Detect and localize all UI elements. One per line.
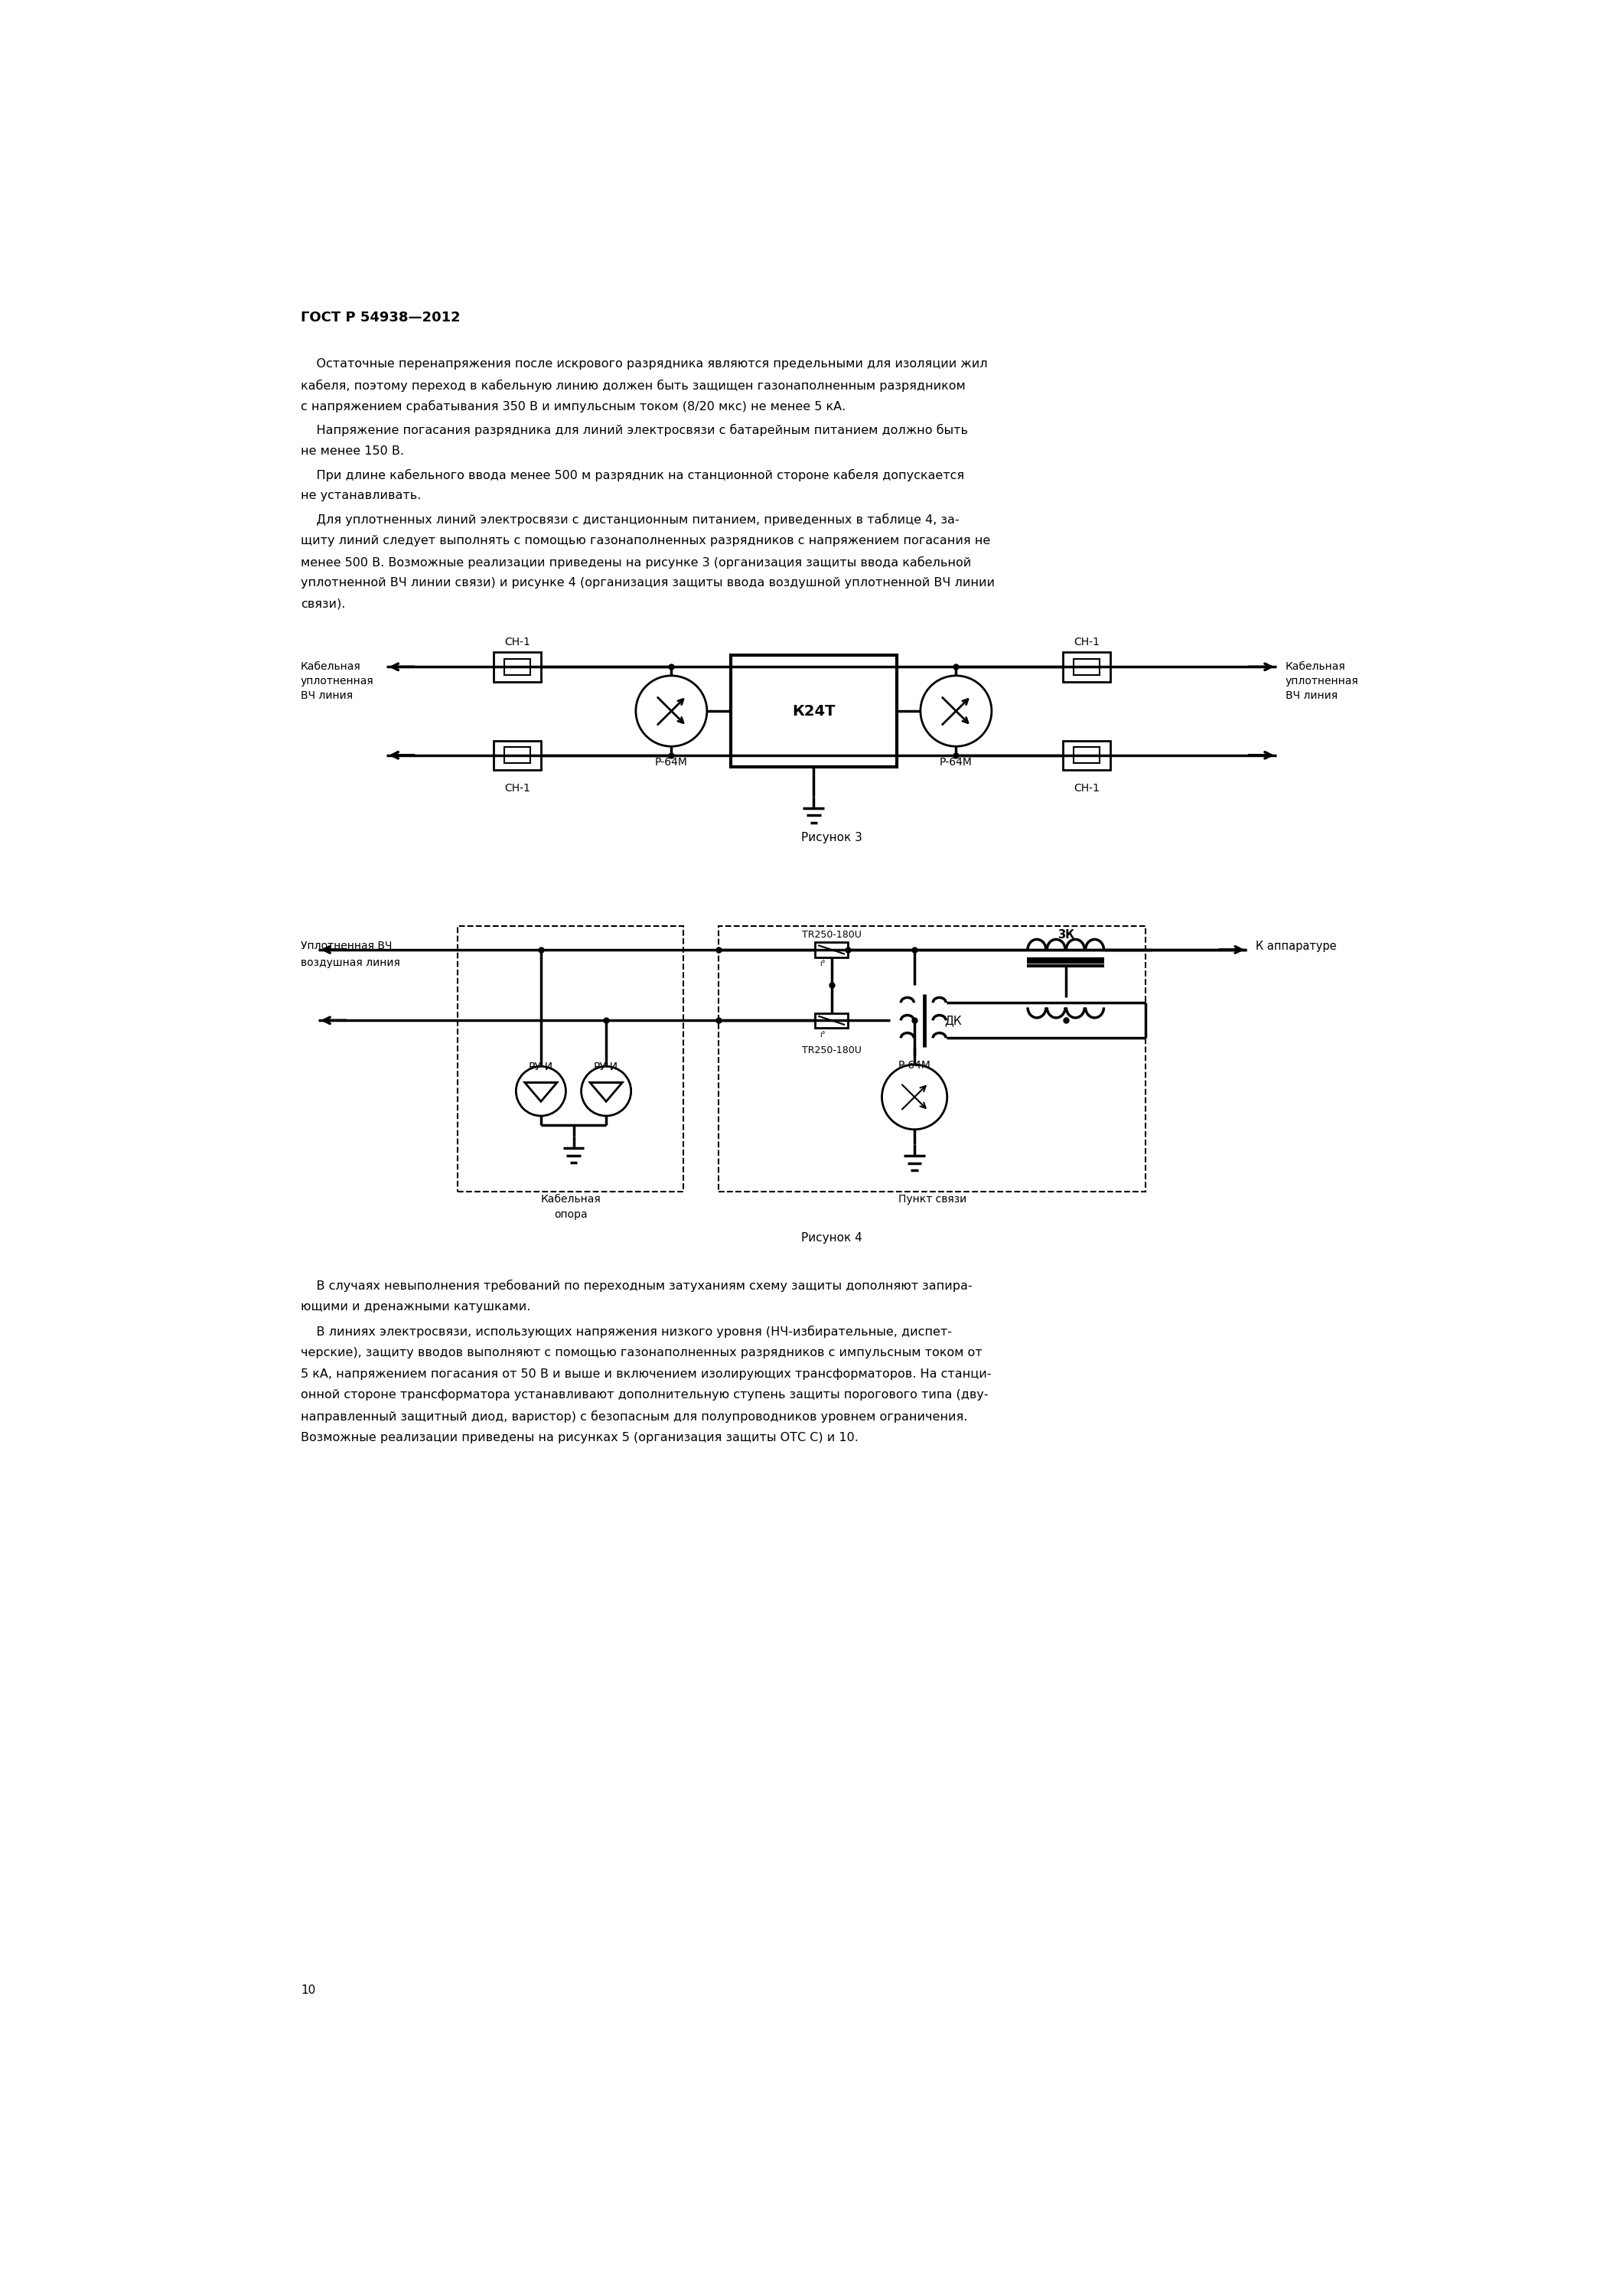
Bar — [815, 941, 847, 957]
Text: Р-64М: Р-64М — [940, 758, 972, 767]
Text: К аппаратуре: К аппаратуре — [1256, 941, 1336, 953]
Text: черские), защиту вводов выполняют с помощью газонаполненных разрядников с импуль: черские), защиту вводов выполняют с помо… — [300, 1348, 982, 1359]
Text: Напряжение погасания разрядника для линий электросвязи с батарейным питанием дол: Напряжение погасания разрядника для лини… — [300, 425, 967, 436]
Text: Кабельная: Кабельная — [540, 1194, 601, 1205]
Text: не менее 150 В.: не менее 150 В. — [300, 445, 404, 457]
Text: В линиях электросвязи, использующих напряжения низкого уровня (НЧ-избирательные,: В линиях электросвязи, использующих напр… — [300, 1325, 953, 1339]
Text: СН-1: СН-1 — [505, 783, 531, 794]
Text: уплотненная: уплотненная — [300, 675, 373, 687]
Text: Рисунок 4: Рисунок 4 — [802, 1233, 862, 1244]
Text: РУ-И: РУ-И — [594, 1061, 618, 1072]
Text: ı°: ı° — [820, 960, 826, 967]
Text: связи).: связи). — [300, 599, 346, 611]
Text: уплотненной ВЧ линии связи) и рисунке 4 (организация защиты ввода воздушной упло: уплотненной ВЧ линии связи) и рисунке 4 … — [300, 576, 995, 588]
Text: В случаях невыполнения требований по переходным затуханиям схему защиты дополняю: В случаях невыполнения требований по пер… — [300, 1279, 972, 1293]
Bar — [730, 654, 898, 767]
Text: онной стороне трансформатора устанавливают дополнительную ступень защиты порогов: онной стороне трансформатора устанавлива… — [300, 1389, 988, 1401]
Text: ВЧ линия: ВЧ линия — [300, 691, 352, 700]
Text: ДК: ДК — [945, 1015, 961, 1026]
Bar — [505, 746, 531, 762]
Text: Остаточные перенапряжения после искрового разрядника являются предельными для из: Остаточные перенапряжения после искровог… — [300, 358, 987, 370]
Bar — [1073, 659, 1099, 675]
Text: Р-64М: Р-64М — [898, 1061, 932, 1070]
Text: Для уплотненных линий электросвязи с дистанционным питанием, приведенных в табли: Для уплотненных линий электросвязи с дис… — [300, 514, 959, 526]
Text: TR250-180U: TR250-180U — [802, 930, 862, 939]
Bar — [1063, 742, 1110, 769]
Text: При длине кабельного ввода менее 500 м разрядник на станционной стороне кабеля д: При длине кабельного ввода менее 500 м р… — [300, 468, 964, 482]
Text: направленный защитный диод, варистор) с безопасным для полупроводников уровнем о: направленный защитный диод, варистор) с … — [300, 1410, 967, 1424]
Text: ı°: ı° — [820, 1031, 826, 1038]
Text: СН-1: СН-1 — [505, 636, 531, 647]
Bar — [458, 925, 683, 1192]
Bar — [815, 1013, 847, 1029]
Bar — [493, 742, 540, 769]
Text: Кабельная: Кабельная — [300, 661, 360, 673]
Text: ГОСТ Р 54938—2012: ГОСТ Р 54938—2012 — [300, 310, 461, 324]
Text: К24Т: К24Т — [792, 705, 836, 719]
Text: уплотненная: уплотненная — [1285, 675, 1358, 687]
Bar — [719, 925, 1146, 1192]
Text: 5 кА, напряжением погасания от 50 В и выше и включением изолирующих трансформато: 5 кА, напряжением погасания от 50 В и вы… — [300, 1368, 992, 1380]
Text: Рисунок 3: Рисунок 3 — [800, 831, 862, 843]
Text: с напряжением срабатывания 350 В и импульсным током (8/20 мкс) не менее 5 кА.: с напряжением срабатывания 350 В и импул… — [300, 400, 846, 413]
Text: воздушная линия: воздушная линия — [300, 957, 401, 969]
Text: опора: опора — [553, 1210, 588, 1219]
Bar — [505, 659, 531, 675]
Bar — [1063, 652, 1110, 682]
Text: ющими и дренажными катушками.: ющими и дренажными катушками. — [300, 1302, 531, 1313]
Text: СН-1: СН-1 — [1073, 636, 1099, 647]
Text: 3К: 3К — [1057, 930, 1074, 941]
Text: ВЧ линия: ВЧ линия — [1285, 691, 1337, 700]
Bar — [493, 652, 540, 682]
Text: TR250-180U: TR250-180U — [802, 1045, 862, 1056]
Text: кабеля, поэтому переход в кабельную линию должен быть защищен газонаполненным ра: кабеля, поэтому переход в кабельную лини… — [300, 379, 966, 393]
Text: Уплотненная ВЧ: Уплотненная ВЧ — [300, 941, 393, 951]
Text: менее 500 В. Возможные реализации приведены на рисунке 3 (организация защиты вво: менее 500 В. Возможные реализации привед… — [300, 556, 971, 569]
Text: Возможные реализации приведены на рисунках 5 (организация защиты ОТС С) и 10.: Возможные реализации приведены на рисунк… — [300, 1433, 859, 1444]
Text: 10: 10 — [300, 1984, 315, 1995]
Text: Р-64М: Р-64М — [656, 758, 688, 767]
Bar — [1073, 746, 1099, 762]
Text: не устанавливать.: не устанавливать. — [300, 489, 420, 501]
Text: щиту линий следует выполнять с помощью газонаполненных разрядников с напряжением: щиту линий следует выполнять с помощью г… — [300, 535, 990, 546]
Text: Пункт связи: Пункт связи — [898, 1194, 966, 1205]
Text: Кабельная: Кабельная — [1285, 661, 1345, 673]
Text: РУ-И: РУ-И — [529, 1061, 553, 1072]
Text: СН-1: СН-1 — [1073, 783, 1099, 794]
